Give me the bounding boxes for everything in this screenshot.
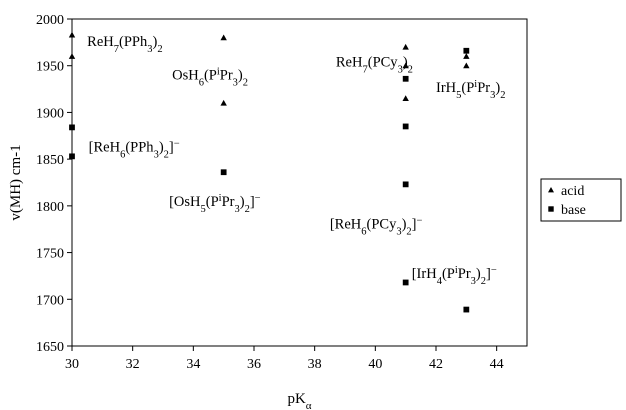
annotation-reh7-pcy3: ReH7(PCy3)2 bbox=[336, 55, 413, 76]
base-point bbox=[402, 75, 409, 82]
acid-point bbox=[220, 99, 227, 106]
base-point bbox=[402, 123, 409, 130]
x-tick-label: 44 bbox=[490, 357, 504, 372]
acid-point bbox=[402, 43, 409, 50]
acid-point bbox=[220, 34, 227, 41]
annotation-reh7-pph3: ReH7(PPh3)2 bbox=[87, 34, 162, 55]
legend-label-acid: acid bbox=[561, 184, 584, 199]
y-tick-label: 1700 bbox=[36, 293, 64, 308]
x-tick-label: 40 bbox=[368, 357, 382, 372]
y-tick-label: 1850 bbox=[36, 153, 64, 168]
acid-point bbox=[463, 62, 470, 69]
base-point bbox=[69, 153, 75, 160]
y-tick-label: 1650 bbox=[36, 340, 64, 355]
annotation-osh5: [OsH5(PiPr3)2]− bbox=[169, 192, 261, 214]
annotation-reh6-pph3: [ReH6(PPh3)2]− bbox=[89, 138, 180, 160]
base-point bbox=[220, 169, 227, 176]
annotation-osh6: OsH6(PiPr3)2 bbox=[172, 66, 248, 88]
legend-label-base: base bbox=[561, 203, 586, 218]
y-tick-label: 1950 bbox=[36, 60, 64, 75]
base-point bbox=[463, 306, 470, 313]
acid-point bbox=[463, 53, 470, 59]
y-axis-title: v(MH) cm-1 bbox=[8, 144, 24, 220]
y-tick-label: 1900 bbox=[36, 106, 64, 121]
x-tick-label: 30 bbox=[65, 357, 79, 372]
annotation-irh4: [IrH4(PiPr3)2]− bbox=[412, 264, 497, 286]
x-tick-label: 34 bbox=[186, 357, 200, 372]
x-tick-label: 36 bbox=[247, 357, 261, 372]
annotation-reh6-pcy3: [ReH6(PCy3)2]− bbox=[330, 215, 423, 237]
y-tick-label: 2000 bbox=[36, 13, 64, 28]
plot-area-border bbox=[71, 18, 528, 347]
acid-point bbox=[68, 31, 76, 38]
y-tick-label: 1750 bbox=[36, 247, 64, 262]
base-point bbox=[463, 47, 470, 54]
x-tick-label: 42 bbox=[429, 357, 443, 372]
acid-point bbox=[402, 62, 409, 69]
acid-point bbox=[402, 95, 409, 101]
legend-box bbox=[540, 178, 622, 222]
base-point bbox=[69, 124, 75, 131]
legend-marker-acid bbox=[548, 187, 554, 193]
legend-marker-base bbox=[548, 206, 554, 212]
annotation-irh5: IrH5(PiPr3)2 bbox=[436, 78, 505, 100]
x-axis-title: pKα bbox=[287, 391, 311, 410]
x-tick-label: 38 bbox=[308, 357, 322, 372]
x-tick-label: 32 bbox=[126, 357, 140, 372]
base-point bbox=[402, 181, 409, 188]
base-point bbox=[402, 279, 409, 286]
acid-point bbox=[68, 53, 76, 59]
y-tick-label: 1800 bbox=[36, 200, 64, 215]
